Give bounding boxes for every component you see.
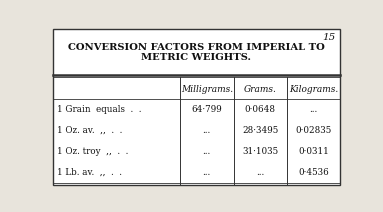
Text: 64·799: 64·799 — [192, 105, 222, 114]
Text: 0·0311: 0·0311 — [298, 146, 329, 156]
Text: 0·4536: 0·4536 — [298, 167, 329, 177]
Text: 1 Oz. troy  ,,  .  .: 1 Oz. troy ,, . . — [57, 146, 129, 156]
Text: ...: ... — [203, 167, 211, 177]
Text: 1 Oz. av.  ,,  .  .: 1 Oz. av. ,, . . — [57, 126, 123, 135]
Text: 1 Grain  equals  .  .: 1 Grain equals . . — [57, 105, 142, 114]
Text: 15: 15 — [322, 33, 336, 42]
Text: 0·0648: 0·0648 — [245, 105, 276, 114]
Text: Grams.: Grams. — [244, 85, 277, 94]
Text: Kilograms.: Kilograms. — [289, 85, 338, 94]
Text: 28·3495: 28·3495 — [242, 126, 278, 135]
Text: ...: ... — [256, 167, 264, 177]
Text: 1 Lb. av.  ,,  .  .: 1 Lb. av. ,, . . — [57, 167, 122, 177]
Text: CONVERSION FACTORS FROM IMPERIAL TO: CONVERSION FACTORS FROM IMPERIAL TO — [68, 43, 325, 52]
Text: ...: ... — [203, 126, 211, 135]
Text: 0·02835: 0·02835 — [295, 126, 331, 135]
Text: 31·1035: 31·1035 — [242, 146, 278, 156]
Text: ...: ... — [309, 105, 318, 114]
Text: METRIC WEIGHTS.: METRIC WEIGHTS. — [141, 53, 251, 61]
Text: ...: ... — [203, 146, 211, 156]
Text: Milligrams.: Milligrams. — [181, 85, 233, 94]
